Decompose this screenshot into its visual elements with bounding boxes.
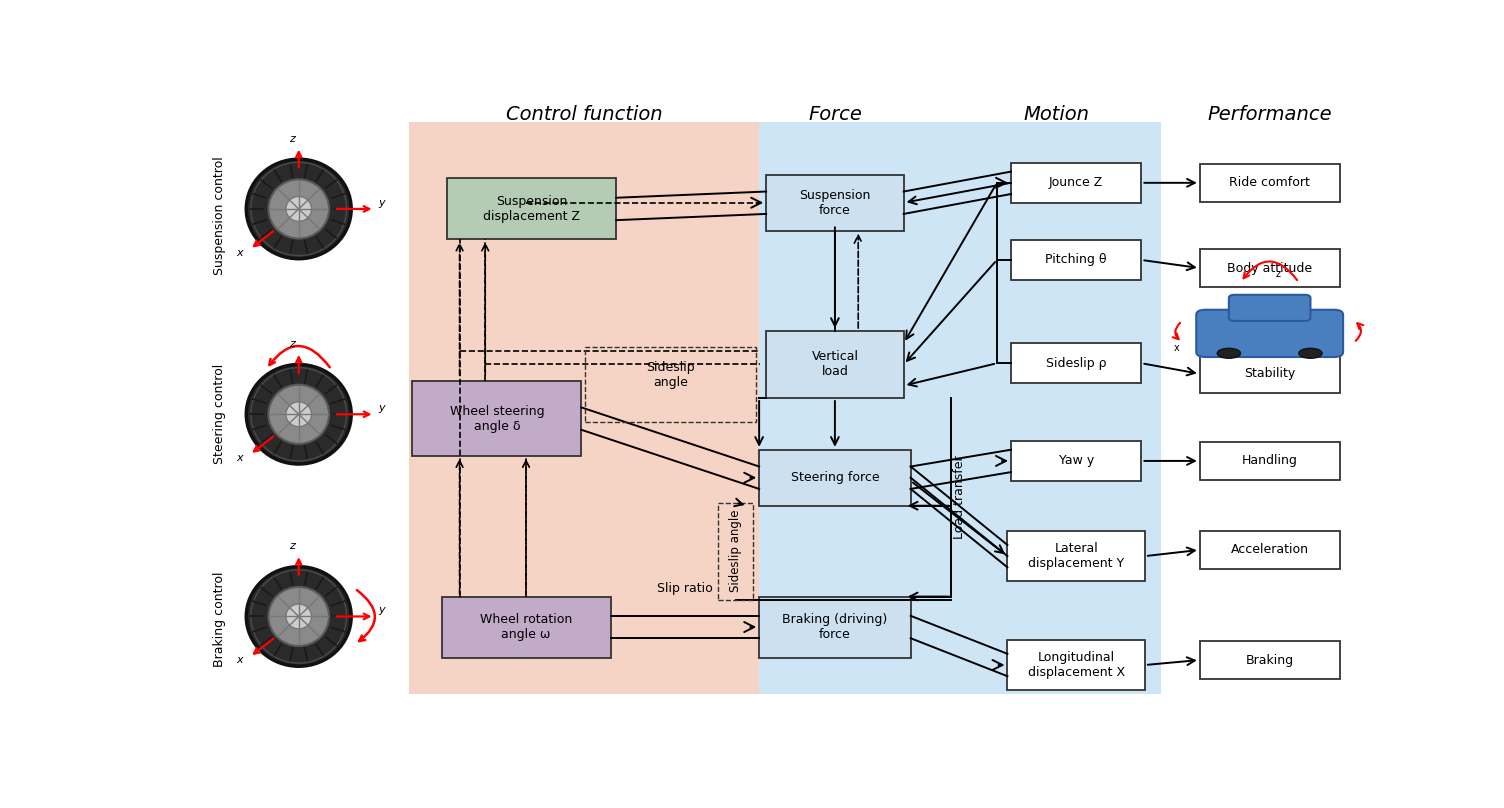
Text: Steering force: Steering force bbox=[791, 471, 880, 484]
Text: Braking: Braking bbox=[1245, 654, 1293, 667]
Bar bbox=[1200, 641, 1340, 680]
Bar bbox=[1008, 640, 1145, 690]
Bar bbox=[1200, 442, 1340, 480]
Ellipse shape bbox=[268, 179, 329, 238]
Ellipse shape bbox=[1217, 348, 1241, 358]
Text: x: x bbox=[236, 655, 242, 665]
Text: Jounce Z: Jounce Z bbox=[1050, 176, 1104, 189]
Text: Acceleration: Acceleration bbox=[1230, 544, 1308, 557]
Bar bbox=[409, 122, 760, 694]
Ellipse shape bbox=[286, 604, 311, 629]
Text: Wheel steering
angle δ: Wheel steering angle δ bbox=[450, 405, 544, 432]
Bar bbox=[1200, 249, 1340, 288]
Bar bbox=[412, 381, 582, 456]
Text: Load transfer: Load transfer bbox=[954, 456, 966, 539]
Bar bbox=[766, 331, 904, 398]
Text: Pitching θ: Pitching θ bbox=[1045, 254, 1107, 267]
Bar bbox=[719, 503, 754, 600]
Bar bbox=[1200, 163, 1340, 202]
Text: Sideslip angle: Sideslip angle bbox=[729, 510, 743, 592]
Text: Braking (driving)
force: Braking (driving) force bbox=[782, 613, 887, 641]
Bar bbox=[1011, 343, 1142, 383]
Text: z: z bbox=[1275, 269, 1280, 280]
Text: Sideslip
angle: Sideslip angle bbox=[645, 360, 695, 389]
Ellipse shape bbox=[286, 402, 311, 427]
Text: Stability: Stability bbox=[1244, 368, 1295, 381]
Text: Slip ratio: Slip ratio bbox=[657, 582, 713, 595]
Text: y: y bbox=[378, 605, 385, 616]
Bar bbox=[1200, 531, 1340, 569]
Text: Wheel rotation
angle ω: Wheel rotation angle ω bbox=[480, 613, 572, 641]
Text: Suspension control: Suspension control bbox=[214, 156, 226, 275]
FancyBboxPatch shape bbox=[1196, 309, 1343, 357]
Text: z: z bbox=[289, 134, 295, 144]
Text: Force: Force bbox=[808, 105, 862, 124]
Ellipse shape bbox=[247, 159, 352, 259]
Text: Performance: Performance bbox=[1208, 105, 1333, 124]
Text: Lateral
displacement Y: Lateral displacement Y bbox=[1029, 542, 1125, 570]
Ellipse shape bbox=[268, 385, 329, 444]
Text: Control function: Control function bbox=[505, 105, 663, 124]
Bar bbox=[760, 450, 911, 506]
Text: x: x bbox=[1175, 343, 1179, 353]
Text: Yaw y: Yaw y bbox=[1059, 454, 1093, 467]
Text: Sideslip ρ: Sideslip ρ bbox=[1045, 357, 1107, 370]
Text: x: x bbox=[236, 453, 242, 463]
Text: Suspension
displacement Z: Suspension displacement Z bbox=[483, 195, 581, 223]
Ellipse shape bbox=[1299, 348, 1322, 358]
Text: Ride comfort: Ride comfort bbox=[1229, 176, 1310, 189]
Text: Body attitude: Body attitude bbox=[1227, 262, 1311, 275]
Bar bbox=[760, 596, 911, 658]
Text: Handling: Handling bbox=[1242, 454, 1298, 467]
Text: y: y bbox=[378, 198, 385, 208]
Bar bbox=[1200, 355, 1340, 393]
Text: Steering control: Steering control bbox=[214, 364, 226, 465]
Text: y: y bbox=[378, 403, 385, 413]
Text: z: z bbox=[289, 339, 295, 349]
Bar bbox=[1008, 531, 1145, 581]
Text: Longitudinal
displacement X: Longitudinal displacement X bbox=[1027, 651, 1125, 679]
Bar bbox=[1011, 163, 1142, 203]
Bar bbox=[766, 175, 904, 231]
Ellipse shape bbox=[247, 364, 352, 464]
Text: Motion: Motion bbox=[1023, 105, 1089, 124]
Text: z: z bbox=[289, 541, 295, 551]
Bar bbox=[760, 122, 1161, 694]
Ellipse shape bbox=[268, 587, 329, 646]
Text: Braking control: Braking control bbox=[214, 572, 226, 667]
Ellipse shape bbox=[247, 566, 352, 667]
FancyBboxPatch shape bbox=[1229, 295, 1310, 321]
Text: x: x bbox=[236, 247, 242, 258]
Text: Vertical
load: Vertical load bbox=[812, 351, 859, 378]
Bar bbox=[447, 179, 617, 239]
Text: Suspension
force: Suspension force bbox=[799, 189, 871, 217]
Bar bbox=[1011, 441, 1142, 481]
Bar bbox=[442, 596, 611, 658]
Bar bbox=[585, 347, 755, 422]
Ellipse shape bbox=[286, 196, 311, 221]
Bar bbox=[1011, 240, 1142, 280]
